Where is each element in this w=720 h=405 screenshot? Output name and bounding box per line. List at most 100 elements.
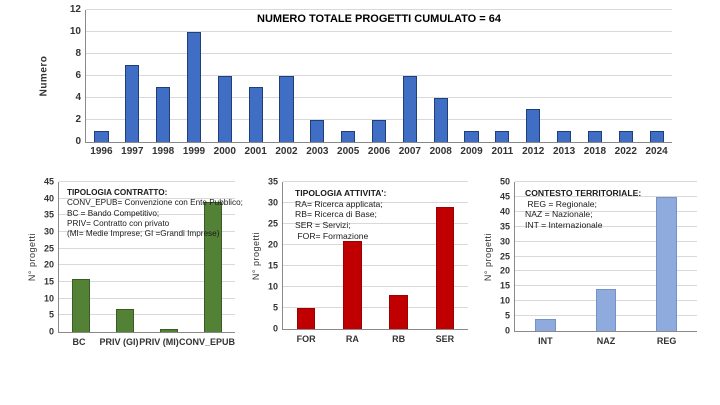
x-tick-label: 2013 [552,146,576,157]
x-tick-label: 2012 [522,146,545,157]
x-tick-label: 1998 [151,146,175,157]
gridline [515,285,697,287]
chart-legend: CONTESTO TERRITORIALE: REG = Regionale; N… [525,188,641,231]
x-tick-label: 2011 [491,146,514,157]
y-tick-label: 0 [75,136,81,147]
y-tick-label: 5 [504,310,510,321]
bars-row [59,182,235,332]
y-tick-label: 15 [499,280,510,291]
legend-title: CONTESTO TERRITORIALE: [525,188,642,198]
gridline [86,9,672,10]
x-tick-label: 2006 [367,146,391,157]
gridline [59,297,235,299]
bars-row [515,182,697,331]
bar-slot [283,182,329,329]
y-tick-label: 0 [504,325,510,336]
bar-1996 [94,131,109,142]
x-tick-label: 2000 [213,146,236,157]
bar-slot [515,182,576,331]
bar-slot [59,182,103,332]
gridline [59,247,235,249]
gridline [59,231,235,232]
x-tick-label: 2008 [429,146,452,157]
x-tick-label: 1999 [182,146,206,157]
y-tick-label: 2 [75,114,81,125]
legend-line: NAZ = Nazionale; [525,209,593,220]
x-axis-labels: INT NAZ REG [515,336,697,346]
gridline [515,210,697,212]
gridline [515,255,697,257]
bars-row [283,182,468,329]
x-tick-label: FOR [296,334,316,344]
bar-2011 [495,131,510,142]
x-tick-label: 2001 [244,146,267,157]
x-tick-label: RB [392,334,406,344]
y-tick-label: 5 [48,309,54,320]
chart-progetti-cumulato: 0 2 4 6 8 10 12 1996 1997 1998 1999 2000 2001 2002 200… [39,5,672,157]
x-tick-label: INT [538,336,553,346]
x-tick-label: 1996 [90,146,113,157]
x-tick-label: 2024 [645,146,668,157]
x-tick-label: REG [656,336,677,346]
gridline [283,307,468,308]
x-tick-label: CONV_EPUB [179,337,236,347]
chart-legend: TIPOLOGIA CONTRATTO: CONV_EPUB= Convenzio… [67,188,243,239]
y-tick-label: 5 [272,302,278,313]
bar-slot [329,182,375,329]
y-axis-label: Numero [38,55,50,97]
y-tick-label: 0 [272,323,278,334]
y-tick-label: 40 [43,193,54,204]
bar-2001 [248,87,263,142]
y-tick-label: 45 [499,191,510,202]
bar-slot [576,182,637,331]
x-tick-label: 2003 [306,146,329,157]
bar-2000 [217,76,232,142]
bar-2009 [464,131,479,142]
x-tick-label: SER [435,334,455,344]
x-tick-label: 2018 [583,146,607,157]
legend-line: REG = Regionale; [525,198,597,209]
bar-slot [641,10,672,142]
gridline [59,214,235,216]
y-tick-label: 35 [499,221,510,232]
bar-2006 [371,120,387,142]
y-tick-label: 15 [43,276,54,287]
x-tick-label: NAZ [596,336,616,346]
y-tick-label: 35 [43,209,54,220]
bar-2022 [618,131,633,142]
bar-slot [148,10,179,142]
legend-line: BC = Bando Competitivo; [67,208,160,218]
bar-1999 [186,32,202,142]
bar-slot [580,10,611,142]
legend-line: FOR= Formazione [295,230,369,241]
chart-tipologia-attivita: 0 5 10 15 20 25 30 35 FOR RA RB SER N° progetti TIPOL… [251,177,468,344]
y-tick-label: 20 [43,259,54,270]
gridline [59,181,235,182]
y-tick-label: 6 [75,70,81,81]
bar-slot [271,10,302,142]
y-axis-label: N° progetti [483,232,493,281]
x-axis-labels: 1996 1997 1998 1999 2000 2001 2002 2003 2005 2006… [86,146,672,157]
bar-slot [425,10,456,142]
gridline [283,181,468,182]
y-tick-label: 10 [43,293,54,304]
bar-NAZ [595,289,617,331]
bar-slot [179,10,210,142]
legend-title: TIPOLOGIA CONTRATTO: [67,188,168,197]
gridline [515,195,697,197]
bar-slot [376,182,422,329]
bar-slot [518,10,549,142]
bar-PRIV (GI) [116,308,134,332]
bar-RB [389,295,408,329]
bar-1997 [125,65,140,142]
bar-slot [103,182,147,332]
bar-slot [636,182,697,331]
gridline [86,53,672,54]
x-tick-label: 2002 [275,146,298,157]
gridline [59,264,235,266]
y-tick-label: 10 [69,26,81,37]
gridline [283,244,468,245]
bar-2008 [433,98,448,142]
y-tick-label: 25 [267,218,278,229]
